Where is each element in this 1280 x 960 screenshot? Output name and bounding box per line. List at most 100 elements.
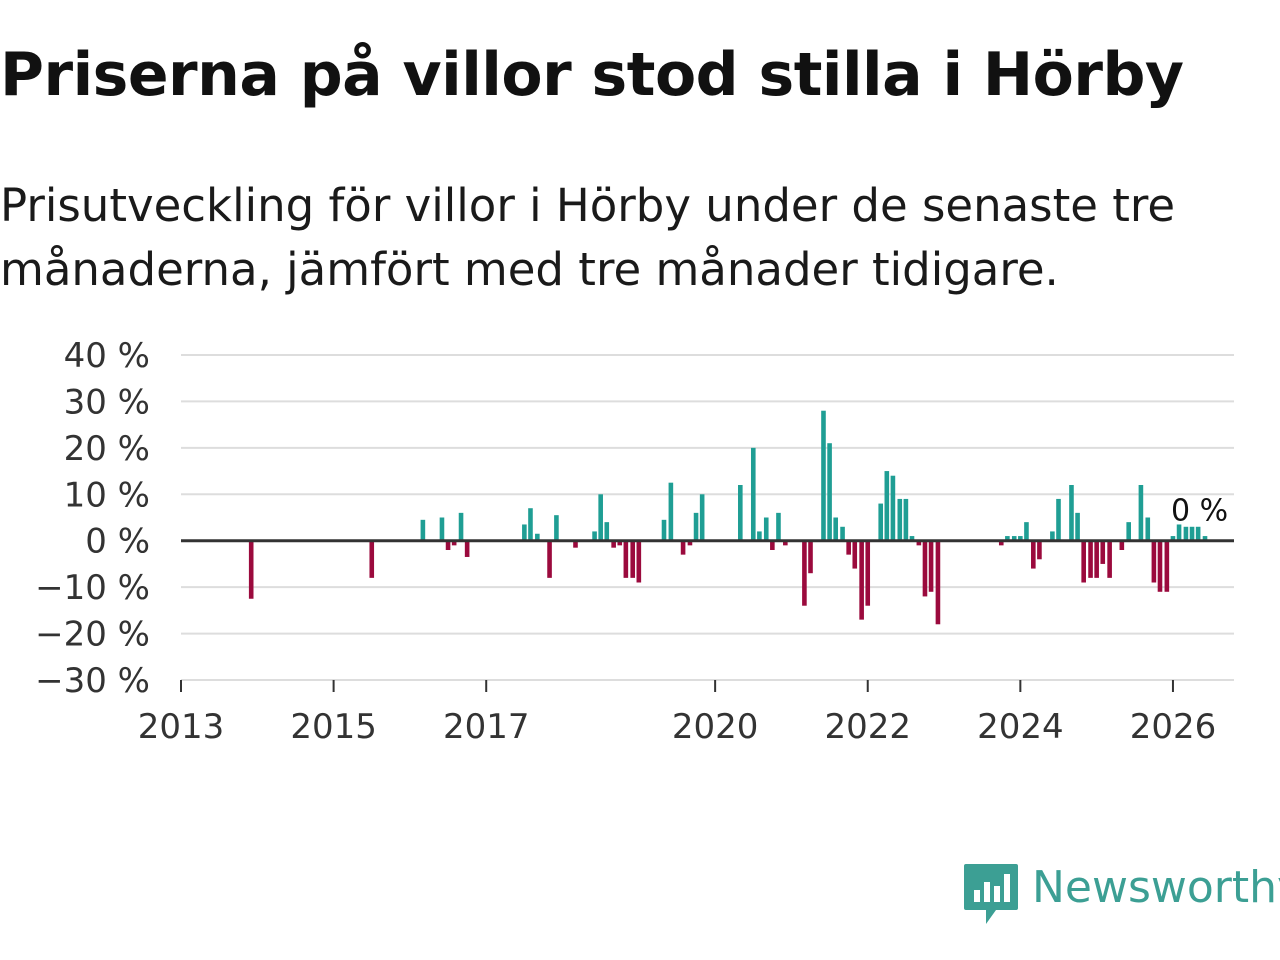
y-tick-label: −10 %	[35, 568, 150, 608]
y-axis: 40 % 30 % 20 % 10 % 0 % −10 % −20 % −30 %	[35, 336, 150, 701]
bar	[369, 540, 375, 578]
bar	[1018, 536, 1023, 541]
bar	[776, 512, 781, 541]
bar	[802, 540, 807, 606]
bar	[248, 540, 254, 599]
x-tick-label: 2026	[1130, 707, 1217, 740]
bar	[1126, 522, 1131, 541]
bar	[1069, 485, 1074, 541]
bar	[846, 540, 851, 555]
bar	[699, 494, 705, 541]
bar	[598, 494, 603, 541]
bar	[897, 498, 903, 541]
chart-subtitle: Prisutveckling för villor i Hörby under …	[0, 179, 1176, 296]
bar	[922, 540, 928, 597]
bar	[1031, 540, 1036, 569]
bar	[1075, 512, 1080, 541]
y-tick-label: 20 %	[64, 429, 150, 469]
bar	[1189, 526, 1195, 541]
bar	[1145, 517, 1151, 541]
y-tick-label: 40 %	[64, 336, 150, 376]
y-tick-label: −30 %	[35, 661, 150, 701]
bar	[878, 503, 884, 541]
bar	[451, 540, 457, 546]
bar	[757, 531, 762, 541]
bar-series	[248, 410, 1208, 625]
bar	[420, 519, 426, 541]
bar	[840, 526, 845, 541]
x-tick-label: 2022	[824, 707, 911, 740]
bar	[827, 443, 832, 541]
bar	[1050, 531, 1055, 541]
bar	[1056, 498, 1061, 541]
bar	[611, 540, 616, 548]
x-axis: 2013 2015 2017 2020 2022 2024 2026	[138, 680, 1216, 740]
bar	[783, 540, 788, 546]
bar	[916, 540, 922, 546]
bar	[1195, 526, 1201, 541]
bar	[522, 524, 527, 541]
bar	[535, 533, 540, 541]
bar	[680, 540, 686, 555]
bar	[1138, 485, 1144, 541]
bar	[623, 540, 629, 578]
bar	[738, 485, 743, 541]
bar	[439, 517, 445, 541]
bar	[445, 540, 451, 550]
bar	[1037, 540, 1042, 560]
latest-value-label: 0 %	[1171, 494, 1228, 529]
bar	[1157, 540, 1163, 592]
bar	[763, 517, 769, 541]
bar	[865, 540, 871, 606]
bar	[554, 515, 559, 541]
bar	[1100, 540, 1106, 564]
bar	[1164, 540, 1170, 592]
bar	[909, 536, 915, 541]
x-tick-label: 2020	[672, 707, 759, 740]
x-tick-label: 2024	[977, 707, 1064, 740]
bar	[573, 540, 578, 548]
bar	[852, 540, 858, 569]
bar	[592, 531, 597, 541]
bar	[859, 540, 864, 620]
bar	[750, 447, 756, 541]
bar	[833, 517, 838, 541]
bar	[604, 522, 610, 541]
bar	[458, 512, 464, 541]
bar	[687, 540, 693, 546]
bar	[1151, 540, 1157, 583]
annotations: 0 %	[1171, 494, 1228, 529]
bar	[903, 498, 909, 541]
bar	[1088, 540, 1093, 578]
bar	[928, 540, 934, 592]
bar	[1202, 536, 1208, 541]
y-tick-label: 10 %	[64, 475, 150, 515]
y-tick-label: 30 %	[64, 382, 150, 422]
y-tick-label: −20 %	[35, 615, 150, 655]
bar	[693, 512, 699, 541]
y-tick-label: 0 %	[85, 522, 150, 562]
bar	[1024, 522, 1029, 541]
grid-lines	[181, 354, 1234, 681]
bar	[617, 540, 623, 546]
bar	[661, 519, 667, 541]
bar	[1094, 540, 1099, 578]
bar	[770, 540, 775, 550]
bar	[808, 540, 813, 574]
newsworthy-logo-icon	[964, 864, 1018, 924]
bar	[528, 508, 533, 541]
bar	[935, 540, 941, 625]
bar	[636, 540, 642, 583]
x-tick-label: 2013	[138, 707, 225, 740]
bar	[884, 471, 890, 541]
chart-title: Priserna på villor stod stilla i Hörby	[0, 40, 1184, 110]
bar	[998, 540, 1004, 546]
bar	[1011, 536, 1017, 541]
x-tick-label: 2015	[290, 707, 377, 740]
bar	[547, 540, 552, 578]
bar	[1005, 536, 1010, 541]
bar	[1183, 526, 1189, 541]
bar	[1170, 536, 1176, 541]
bar	[890, 475, 896, 541]
bar	[1119, 540, 1125, 550]
